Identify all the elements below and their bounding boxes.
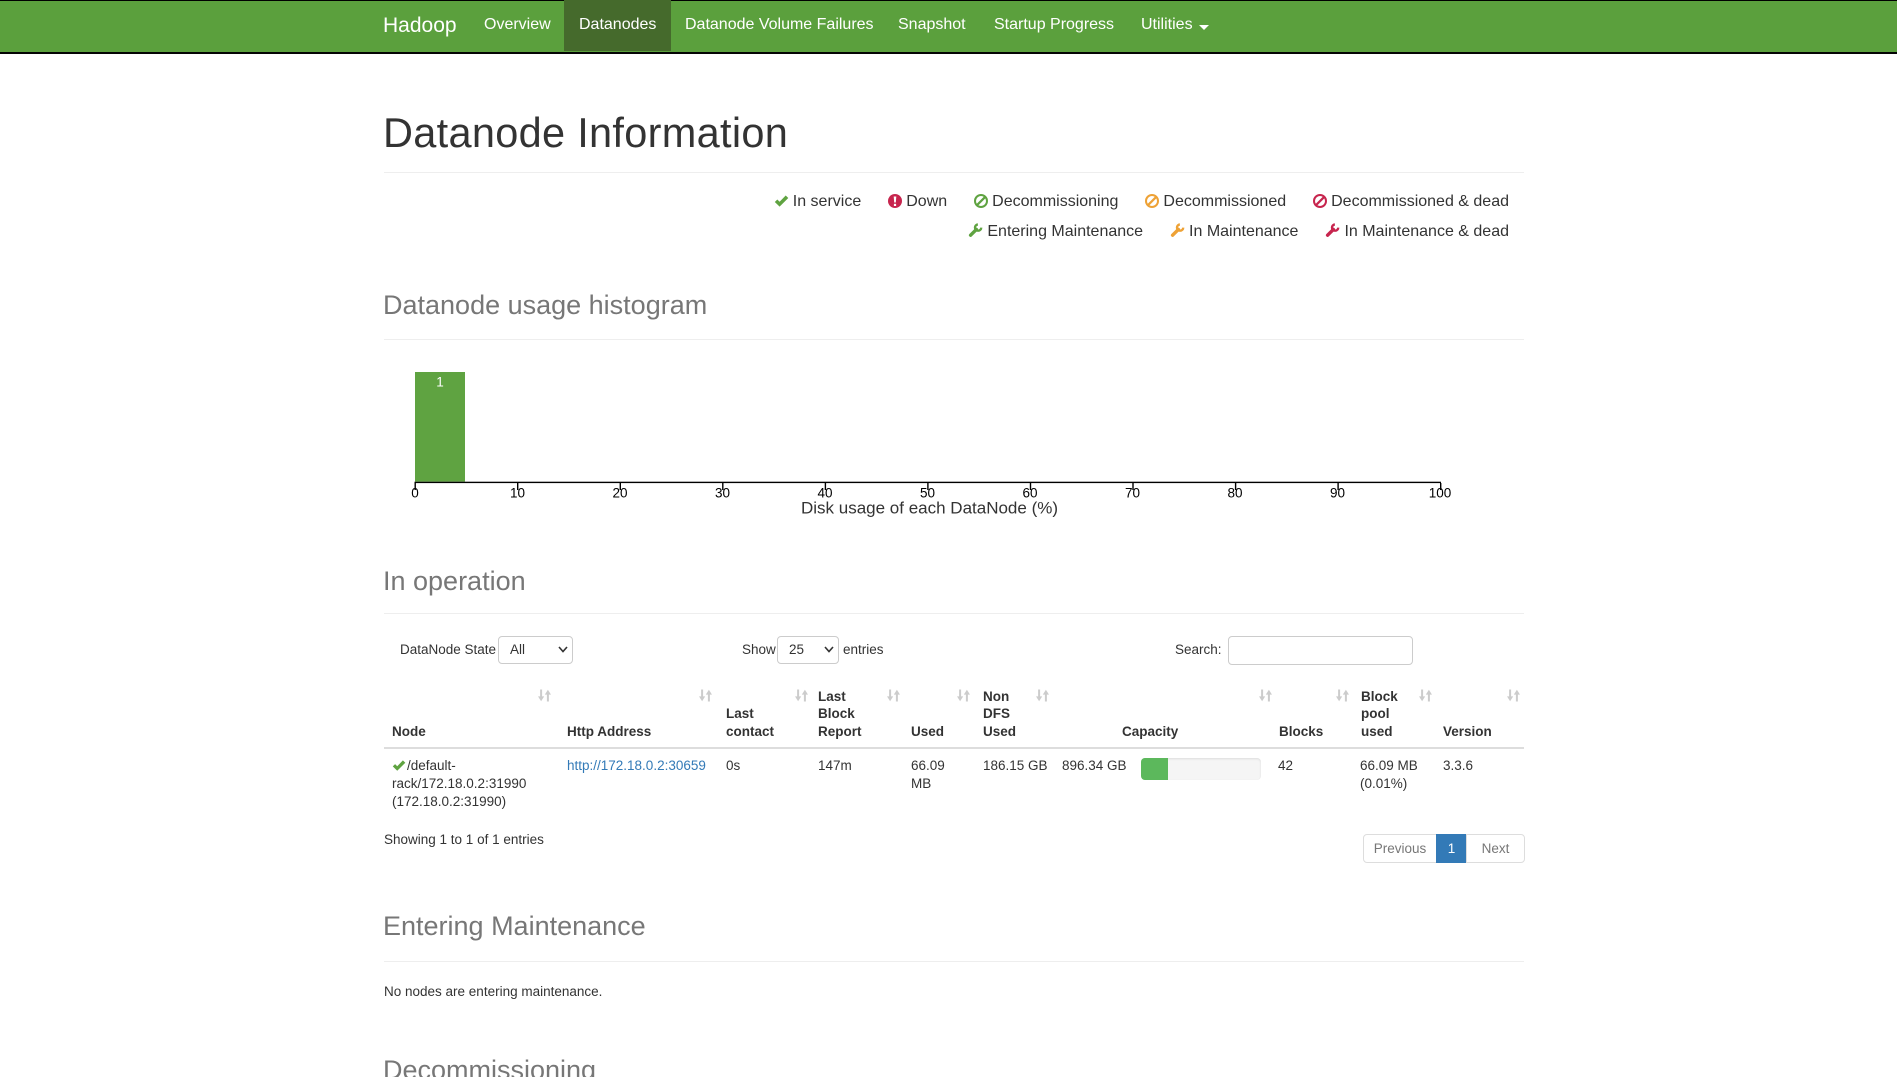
svg-text:40: 40	[817, 486, 832, 501]
svg-text:80: 80	[1227, 486, 1242, 501]
svg-text:Disk usage of each DataNode (%: Disk usage of each DataNode (%)	[801, 499, 1058, 518]
svg-text:20: 20	[612, 486, 627, 501]
svg-text:1: 1	[436, 375, 444, 390]
svg-text:60: 60	[1022, 486, 1037, 501]
svg-text:0: 0	[411, 486, 419, 501]
svg-text:100: 100	[1429, 486, 1452, 501]
svg-text:10: 10	[510, 486, 525, 501]
svg-text:90: 90	[1330, 486, 1345, 501]
svg-text:30: 30	[715, 486, 730, 501]
svg-text:70: 70	[1125, 486, 1140, 501]
svg-text:50: 50	[920, 486, 935, 501]
